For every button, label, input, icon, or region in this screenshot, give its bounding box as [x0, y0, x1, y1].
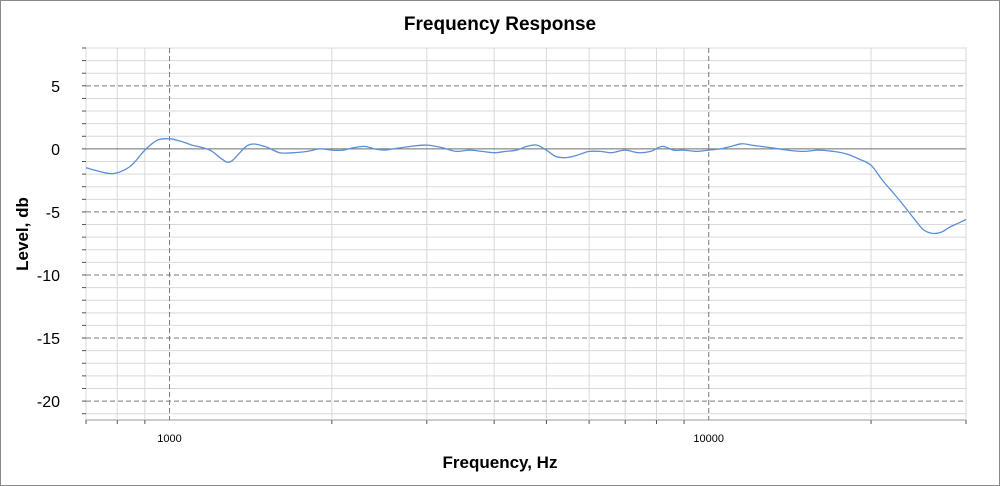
y-tick-label: -10 — [37, 268, 60, 285]
major-grid-horizontal — [86, 85, 966, 402]
y-axis-minor-ticks — [82, 47, 86, 415]
x-tick-label: 1000 — [157, 433, 181, 445]
minor-grid-horizontal — [86, 47, 966, 415]
y-tick-label: -5 — [46, 205, 60, 222]
major-grid-vertical — [169, 48, 710, 420]
x-axis-tick-labels: 1000 10000 — [157, 433, 724, 445]
series-line — [85, 137, 967, 235]
y-tick-label: -15 — [37, 331, 60, 348]
y-tick-label: 5 — [51, 79, 60, 96]
y-tick-label: 0 — [51, 142, 60, 159]
x-axis-label: Frequency, Hz — [443, 453, 558, 472]
y-axis-label: Level, db — [13, 197, 32, 271]
x-tick-label: 10000 — [693, 433, 724, 445]
chart-title: Frequency Response — [404, 14, 596, 35]
y-tick-label: -20 — [37, 394, 60, 411]
y-axis-tick-labels: 5 0 -5 -10 -15 -20 — [37, 79, 60, 411]
minor-grid-vertical — [85, 48, 967, 420]
plot-area — [85, 47, 967, 421]
x-axis-minor-ticks — [85, 420, 967, 424]
